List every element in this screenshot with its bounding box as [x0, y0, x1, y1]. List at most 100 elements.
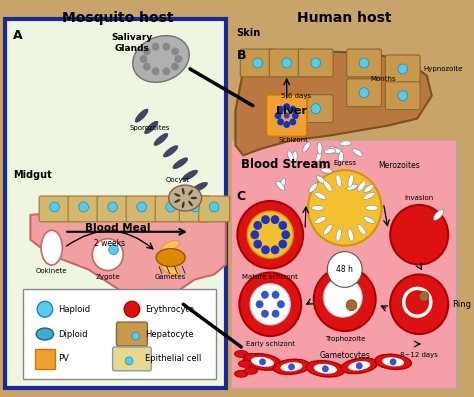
Ellipse shape	[182, 201, 184, 208]
Circle shape	[132, 332, 140, 340]
Ellipse shape	[191, 197, 197, 199]
Ellipse shape	[251, 357, 274, 367]
Ellipse shape	[321, 168, 332, 173]
Circle shape	[261, 245, 270, 254]
Ellipse shape	[309, 183, 318, 193]
Circle shape	[254, 221, 262, 230]
Circle shape	[247, 211, 293, 258]
Ellipse shape	[188, 200, 193, 206]
Circle shape	[250, 283, 291, 325]
Ellipse shape	[303, 142, 310, 152]
Circle shape	[256, 300, 264, 308]
Text: C: C	[237, 190, 246, 203]
Circle shape	[152, 43, 159, 51]
Circle shape	[311, 58, 320, 68]
Text: Oocyst: Oocyst	[165, 177, 190, 183]
Text: Salivary
Glands: Salivary Glands	[111, 33, 153, 52]
Ellipse shape	[162, 264, 180, 275]
Ellipse shape	[174, 199, 181, 203]
Text: 48 h: 48 h	[336, 265, 353, 274]
Ellipse shape	[292, 151, 297, 163]
Ellipse shape	[336, 175, 341, 187]
Circle shape	[143, 47, 151, 55]
Circle shape	[282, 230, 290, 239]
Circle shape	[356, 362, 363, 369]
Circle shape	[152, 67, 159, 75]
Circle shape	[250, 230, 259, 239]
Text: Mature schizont: Mature schizont	[242, 274, 298, 280]
Ellipse shape	[311, 206, 324, 210]
FancyBboxPatch shape	[23, 289, 216, 379]
Ellipse shape	[317, 142, 322, 154]
FancyBboxPatch shape	[385, 82, 420, 110]
Circle shape	[290, 106, 296, 113]
Ellipse shape	[192, 182, 208, 192]
Circle shape	[390, 205, 448, 264]
Circle shape	[274, 112, 282, 119]
FancyBboxPatch shape	[298, 95, 333, 123]
Ellipse shape	[235, 370, 248, 377]
Text: Haploid: Haploid	[58, 305, 91, 314]
Circle shape	[284, 113, 290, 119]
Ellipse shape	[315, 216, 326, 224]
Ellipse shape	[273, 359, 310, 374]
Circle shape	[398, 64, 408, 74]
Ellipse shape	[348, 361, 370, 370]
Circle shape	[239, 272, 301, 336]
FancyBboxPatch shape	[385, 55, 420, 83]
Ellipse shape	[382, 357, 404, 366]
FancyBboxPatch shape	[35, 349, 55, 369]
Circle shape	[419, 291, 429, 301]
Ellipse shape	[323, 181, 332, 191]
Text: Epithelial cell: Epithelial cell	[146, 355, 202, 363]
Circle shape	[359, 88, 369, 98]
Circle shape	[171, 47, 179, 55]
Ellipse shape	[324, 148, 336, 154]
Circle shape	[190, 202, 200, 212]
Circle shape	[109, 245, 118, 254]
Circle shape	[292, 112, 299, 119]
Ellipse shape	[36, 328, 54, 340]
FancyBboxPatch shape	[97, 196, 128, 222]
Circle shape	[277, 300, 285, 308]
Text: Zygote: Zygote	[95, 274, 120, 280]
Ellipse shape	[353, 149, 363, 156]
Ellipse shape	[156, 249, 185, 266]
FancyBboxPatch shape	[68, 196, 99, 222]
Ellipse shape	[348, 175, 354, 187]
Ellipse shape	[281, 362, 302, 371]
Ellipse shape	[174, 193, 181, 197]
Circle shape	[283, 121, 290, 128]
Circle shape	[404, 288, 431, 316]
Ellipse shape	[244, 367, 258, 374]
FancyBboxPatch shape	[346, 49, 382, 77]
Ellipse shape	[341, 358, 377, 374]
Ellipse shape	[316, 150, 322, 162]
Ellipse shape	[316, 176, 326, 184]
Circle shape	[277, 118, 284, 125]
Circle shape	[282, 58, 292, 68]
Circle shape	[390, 358, 396, 365]
Circle shape	[277, 106, 284, 113]
Circle shape	[261, 291, 269, 299]
Ellipse shape	[357, 181, 366, 191]
Ellipse shape	[340, 141, 351, 146]
Circle shape	[261, 310, 269, 318]
Text: Schizont: Schizont	[279, 137, 309, 143]
Text: Mosquito host: Mosquito host	[62, 12, 173, 25]
Text: 2 weeks: 2 weeks	[94, 239, 125, 248]
Ellipse shape	[41, 230, 62, 265]
Ellipse shape	[133, 36, 189, 82]
FancyBboxPatch shape	[155, 196, 186, 222]
Circle shape	[210, 202, 219, 212]
Text: Blood Meal: Blood Meal	[85, 223, 150, 233]
Ellipse shape	[169, 185, 201, 211]
Ellipse shape	[145, 121, 158, 134]
Circle shape	[79, 202, 89, 212]
FancyBboxPatch shape	[346, 79, 382, 107]
Ellipse shape	[433, 210, 444, 220]
Text: Skin: Skin	[237, 28, 261, 38]
Circle shape	[283, 103, 290, 110]
Circle shape	[163, 67, 170, 75]
FancyBboxPatch shape	[117, 322, 147, 346]
